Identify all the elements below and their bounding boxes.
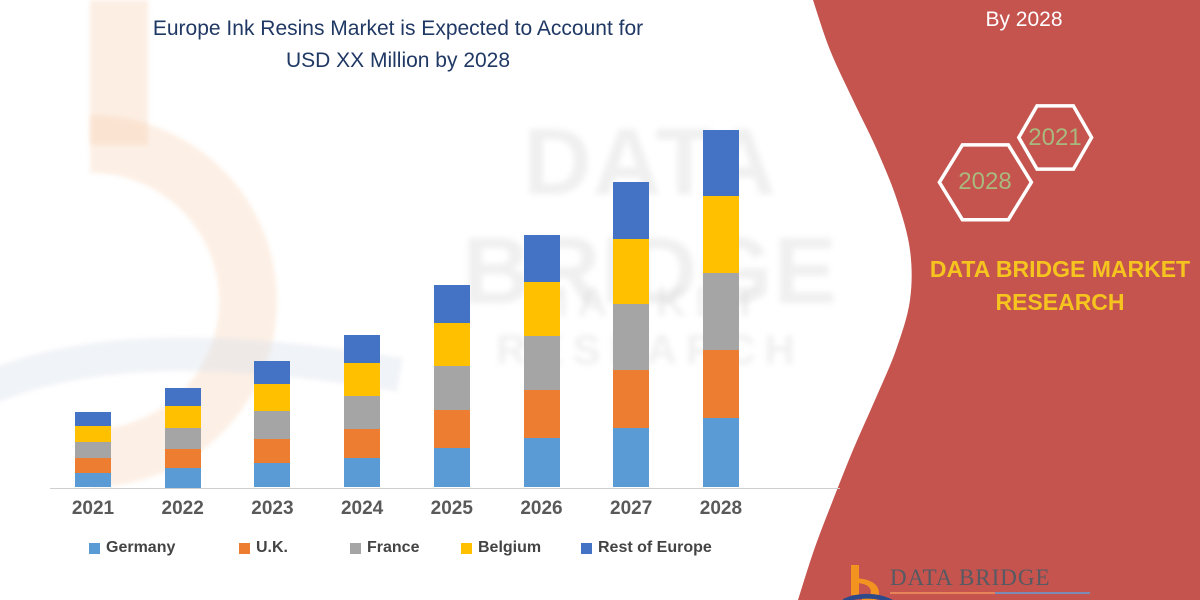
svg-text:2021: 2021 [1028,124,1081,151]
svg-text:2028: 2028 [958,168,1011,195]
